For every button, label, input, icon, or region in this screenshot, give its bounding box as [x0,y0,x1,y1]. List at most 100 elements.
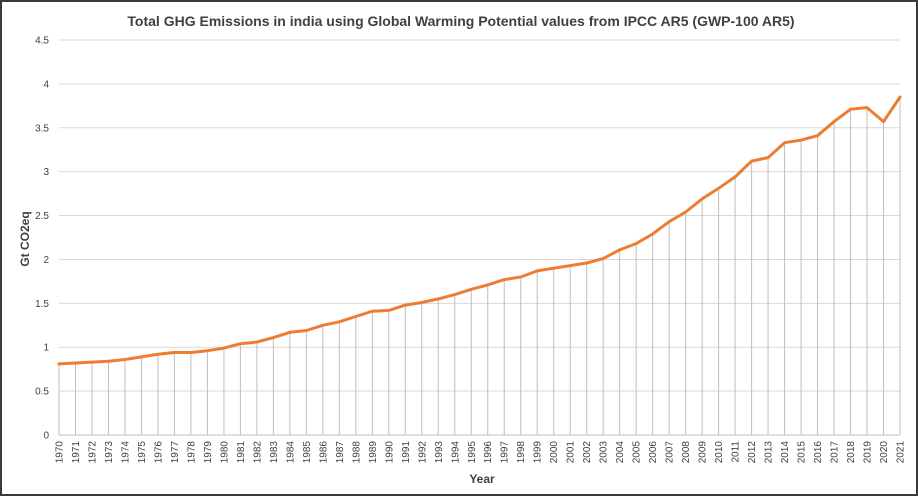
series-line [57,95,902,366]
y-axis-title: Gt CO2eq [18,211,32,266]
x-tick-label: 1975 [137,441,148,464]
y-tick-label: 1 [43,343,49,354]
data-point [882,120,885,123]
x-tick-label: 1992 [417,441,428,464]
data-point [453,293,456,296]
data-point [404,303,407,307]
x-tick-label: 1988 [351,441,362,464]
x-tick-label: 1971 [71,441,82,464]
x-tick-label: 1986 [318,441,329,464]
x-tick-label: 1993 [434,441,445,464]
data-point [865,106,869,109]
data-point [354,315,358,318]
x-tick-label: 2017 [830,441,841,464]
data-point [305,329,308,332]
x-tick-label: 1980 [219,441,230,464]
data-point [272,336,275,339]
x-tick-label: 1996 [483,441,494,464]
data-point [667,220,671,223]
x-tick-label: 2005 [632,441,643,464]
x-tick-label: 1984 [285,441,296,464]
y-tick-label: 3.5 [35,123,49,134]
data-point [601,257,605,260]
x-tick-label: 1972 [87,441,98,464]
data-point [519,275,522,279]
data-point [799,138,803,142]
x-tick-label: 2016 [813,441,824,464]
data-point [503,278,506,281]
y-tick-label: 3 [43,167,49,178]
data-point [733,175,737,179]
data-point [239,342,242,345]
y-tick-label: 2 [43,255,49,266]
data-point [57,362,61,366]
data-point [74,361,77,365]
y-tick-label: 1.5 [35,299,49,310]
x-axis-title: Year [469,472,495,486]
x-tick-label: 1987 [335,441,346,464]
x-tick-label: 1982 [252,441,263,464]
data-point [536,269,539,273]
x-tick-label: 2006 [648,441,659,464]
x-tick-label: 1994 [450,441,461,464]
x-tick-label: 2001 [566,441,577,464]
data-point [766,156,770,159]
data-point [338,320,341,323]
x-tick-label: 1976 [153,441,164,464]
x-tick-label: 1974 [120,441,131,464]
data-point [783,141,786,144]
x-tick-label: 2019 [863,441,874,464]
x-tick-labels: 1970 1971 1972 1973 1974 1975 1976 1977 1978 1979… [55,441,907,464]
data-point [255,340,259,344]
x-tick-label: 2018 [846,441,857,464]
series-layer [57,95,902,366]
data-point [618,248,621,251]
x-tick-label: 1985 [302,441,313,464]
x-tick-label: 1970 [55,441,66,464]
data-point [568,264,572,267]
data-point [156,353,160,356]
data-point [750,159,753,163]
data-point [173,351,176,354]
drop-lines [58,97,901,435]
x-tick-label: 2011 [731,441,742,463]
x-tick-label: 1979 [203,441,214,464]
data-point [107,360,110,363]
x-tick-label: 1981 [236,441,247,464]
x-tick-label: 1995 [467,441,478,464]
x-tick-label: 1978 [186,441,197,464]
x-tick-label: 1999 [533,441,544,464]
data-point [651,232,654,236]
data-point [90,360,94,364]
data-point [140,355,143,359]
data-point [123,358,127,361]
data-point [832,120,836,123]
x-tick-label: 2000 [549,441,560,464]
x-tick-label: 1973 [104,441,115,464]
x-tick-label: 2003 [599,441,610,464]
data-point [486,283,489,287]
data-point [816,134,819,137]
x-tick-label: 2014 [780,441,791,464]
x-tick-label: 2020 [879,441,890,464]
x-tick-label: 1998 [516,441,527,464]
data-point [717,187,720,190]
data-point [700,197,704,201]
x-tick-label: 2002 [582,441,593,464]
data-point [321,324,325,327]
chart-title: Total GHG Emissions in india using Globa… [127,13,794,29]
x-tick-label: 2004 [615,441,626,464]
x-tick-label: 2021 [896,441,907,464]
x-tick-label: 2015 [797,441,808,464]
data-point [898,95,902,99]
y-tick-label: 4.5 [35,36,49,47]
y-tick-label: 0 [43,431,49,442]
y-tick-label: 0.5 [35,387,49,398]
x-tick-label: 2013 [764,441,775,464]
x-tick-label: 1991 [401,441,412,464]
data-point [634,242,638,245]
data-point [387,309,391,312]
data-point [288,331,292,334]
